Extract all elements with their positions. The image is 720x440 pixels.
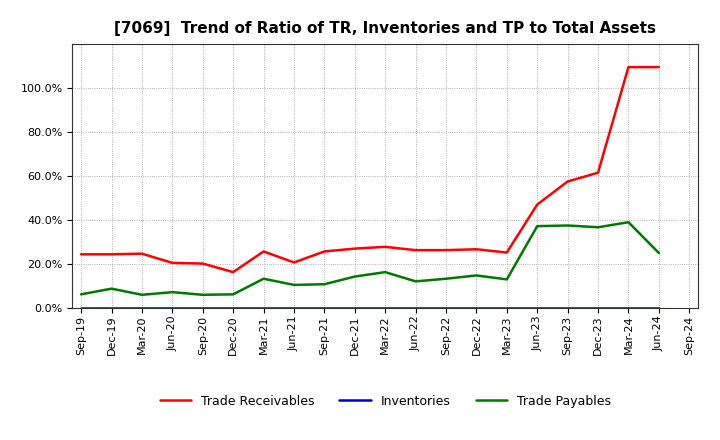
Inventories (533, 305, 541, 310)
Trade Receivables (229, 269, 238, 275)
Trade Receivables (77, 252, 86, 257)
Inventories (138, 305, 146, 310)
Trade Receivables (138, 251, 146, 256)
Inventories (594, 305, 603, 310)
Trade Receivables (259, 249, 268, 254)
Trade Receivables (107, 252, 116, 257)
Inventories (654, 305, 663, 310)
Trade Payables (563, 223, 572, 228)
Inventories (107, 305, 116, 310)
Trade Payables (229, 292, 238, 297)
Trade Receivables (563, 179, 572, 184)
Trade Receivables (533, 202, 541, 207)
Inventories (229, 305, 238, 310)
Trade Payables (168, 290, 176, 295)
Trade Payables (594, 224, 603, 230)
Inventories (168, 305, 176, 310)
Inventories (563, 305, 572, 310)
Trade Receivables (654, 64, 663, 70)
Trade Receivables (624, 64, 633, 70)
Trade Receivables (351, 246, 359, 251)
Inventories (624, 305, 633, 310)
Inventories (411, 305, 420, 310)
Inventories (381, 305, 390, 310)
Trade Receivables (199, 261, 207, 266)
Trade Payables (138, 292, 146, 297)
Trade Receivables (441, 247, 450, 253)
Inventories (472, 305, 481, 310)
Trade Payables (320, 282, 329, 287)
Trade Payables (77, 292, 86, 297)
Inventories (259, 305, 268, 310)
Inventories (351, 305, 359, 310)
Inventories (289, 305, 298, 310)
Trade Payables (351, 274, 359, 279)
Trade Receivables (503, 250, 511, 255)
Trade Payables (289, 282, 298, 288)
Inventories (441, 305, 450, 310)
Trade Receivables (289, 260, 298, 265)
Trade Receivables (472, 246, 481, 252)
Inventories (503, 305, 511, 310)
Inventories (199, 305, 207, 310)
Trade Payables (107, 286, 116, 291)
Trade Receivables (320, 249, 329, 254)
Inventories (320, 305, 329, 310)
Line: Trade Receivables: Trade Receivables (81, 67, 659, 272)
Trade Receivables (381, 244, 390, 249)
Title: [7069]  Trend of Ratio of TR, Inventories and TP to Total Assets: [7069] Trend of Ratio of TR, Inventories… (114, 21, 656, 36)
Trade Payables (411, 279, 420, 284)
Inventories (77, 305, 86, 310)
Trade Payables (654, 250, 663, 256)
Trade Receivables (594, 170, 603, 175)
Trade Payables (472, 273, 481, 278)
Trade Payables (441, 276, 450, 282)
Trade Payables (533, 224, 541, 229)
Trade Receivables (168, 260, 176, 265)
Trade Payables (199, 292, 207, 297)
Line: Trade Payables: Trade Payables (81, 222, 659, 295)
Trade Receivables (411, 247, 420, 253)
Legend: Trade Receivables, Inventories, Trade Payables: Trade Receivables, Inventories, Trade Pa… (155, 390, 616, 413)
Trade Payables (259, 276, 268, 282)
Trade Payables (624, 220, 633, 225)
Trade Payables (381, 269, 390, 275)
Trade Payables (503, 277, 511, 282)
